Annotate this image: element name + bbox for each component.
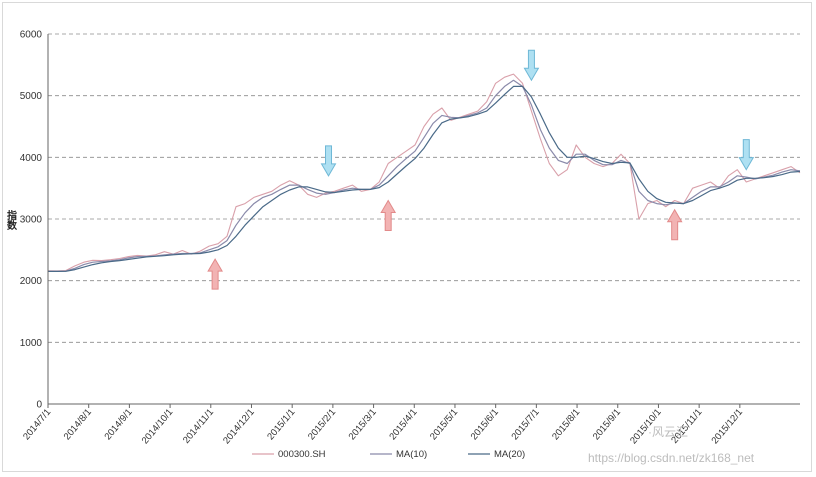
- grid-lines: [48, 33, 800, 343]
- x-tick-label: 2015/2/1: [306, 407, 338, 442]
- legend-label: MA(10): [396, 449, 427, 460]
- series-lines: [47, 73, 801, 272]
- x-axis-ticks: 2014/7/1 2014/8/1 2014/9/1 2014/10/1 2014/11…: [21, 404, 745, 446]
- down-arrow-icon: [738, 139, 755, 171]
- y-tick-label: 4000: [20, 153, 43, 164]
- annotation-arrows: [207, 49, 755, 290]
- y-tick-label: 0: [36, 400, 42, 411]
- x-tick-label: 2015/9/1: [591, 407, 623, 442]
- y-tick-label: 5000: [20, 91, 43, 102]
- y-tick-label: 6000: [20, 30, 43, 41]
- y-tick-label: 3000: [20, 215, 43, 226]
- x-tick-label: 2015/3/1: [347, 407, 379, 442]
- x-tick-label: 2014/8/1: [62, 407, 94, 442]
- watermark-url: https://blog.csdn.net/zk168_net: [588, 451, 755, 465]
- x-tick-label: 2014/9/1: [102, 407, 134, 442]
- x-tick-label: 2015/12/1: [710, 407, 746, 446]
- series-line-ma-10-: [47, 79, 801, 272]
- x-tick-label: 2015/8/1: [550, 407, 582, 442]
- up-arrow-icon: [666, 208, 683, 241]
- x-tick-label: 2015/7/1: [509, 407, 541, 442]
- legend-label: MA(20): [494, 449, 525, 460]
- watermark-top: ·风云汇: [648, 425, 688, 439]
- up-arrow-icon: [207, 258, 223, 290]
- y-axis-ticks: 0 1000 2000 3000 4000 5000 6000: [20, 30, 43, 411]
- x-tick-label: 2014/10/1: [140, 407, 176, 446]
- series-line-ma-20-: [48, 85, 801, 272]
- x-tick-label: 2014/11/1: [181, 407, 216, 446]
- x-tick-label: 2014/12/1: [221, 407, 257, 446]
- x-tick-label: 2015/5/1: [428, 407, 460, 442]
- x-tick-label: 2014/7/1: [21, 407, 53, 442]
- legend: 000300.SH MA(10) MA(20): [252, 449, 525, 460]
- y-tick-label: 2000: [20, 276, 43, 287]
- y-tick-label: 1000: [20, 338, 43, 349]
- down-arrow-icon: [320, 145, 337, 177]
- x-tick-label: 2015/6/1: [469, 407, 501, 442]
- x-tick-label: 2015/4/1: [387, 407, 419, 442]
- up-arrow-icon: [380, 199, 397, 231]
- down-arrow-icon: [523, 49, 540, 82]
- series-line-000300-sh: [47, 73, 801, 272]
- x-tick-label: 2015/1/1: [265, 407, 297, 442]
- legend-label: 000300.SH: [278, 449, 326, 460]
- y-axis-label: 指数: [5, 209, 17, 231]
